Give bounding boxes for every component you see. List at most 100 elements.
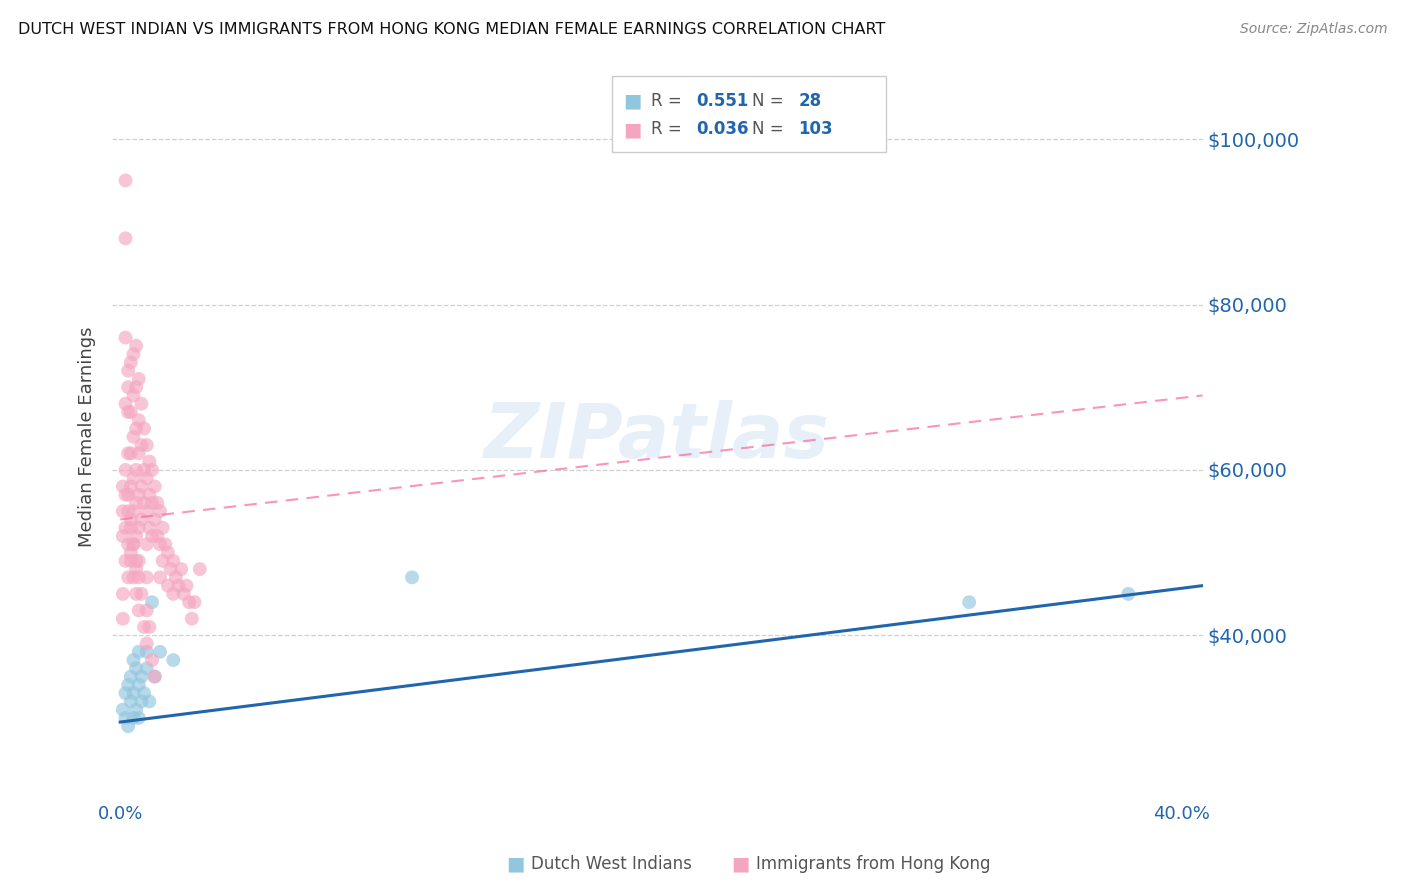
Point: [125, 554, 148, 568]
Point: [152, 521, 174, 535]
Point: [114, 173, 136, 187]
Point: [141, 529, 163, 543]
Text: Immigrants from Hong Kong: Immigrants from Hong Kong: [756, 855, 991, 872]
Point: [173, 587, 195, 601]
Point: [120, 405, 142, 419]
Text: ■: ■: [731, 855, 749, 873]
Point: [176, 579, 198, 593]
Text: 103: 103: [799, 120, 834, 138]
Point: [143, 670, 166, 684]
Point: [117, 446, 139, 460]
Point: [125, 339, 148, 353]
Point: [152, 554, 174, 568]
Point: [141, 496, 163, 510]
Point: [122, 570, 145, 584]
Text: ■: ■: [506, 855, 524, 873]
Point: [135, 636, 157, 650]
Point: [138, 694, 160, 708]
Point: [156, 579, 179, 593]
Point: [111, 529, 134, 543]
Point: [120, 479, 142, 493]
Point: [125, 496, 148, 510]
Point: [122, 388, 145, 402]
Point: [141, 653, 163, 667]
Text: N =: N =: [752, 120, 783, 138]
Point: [149, 537, 172, 551]
Point: [114, 686, 136, 700]
Point: [138, 521, 160, 535]
Point: [183, 595, 205, 609]
Point: [188, 562, 211, 576]
Point: [141, 595, 163, 609]
Point: [114, 711, 136, 725]
Point: [120, 545, 142, 559]
Point: [128, 446, 150, 460]
Point: [117, 719, 139, 733]
Point: [114, 397, 136, 411]
Point: [128, 570, 150, 584]
Point: [131, 670, 153, 684]
Point: [128, 413, 150, 427]
Text: 0.036: 0.036: [696, 120, 748, 138]
Point: [122, 711, 145, 725]
Point: [125, 421, 148, 435]
Point: [122, 537, 145, 551]
Point: [135, 645, 157, 659]
Text: N =: N =: [752, 92, 783, 110]
Point: [131, 587, 153, 601]
Point: [179, 595, 201, 609]
Point: [128, 521, 150, 535]
Point: [128, 488, 150, 502]
Point: [167, 579, 190, 593]
Point: [111, 587, 134, 601]
Point: [135, 661, 157, 675]
Point: [135, 504, 157, 518]
Point: [117, 570, 139, 584]
Point: [120, 355, 142, 369]
Point: [114, 488, 136, 502]
Point: [149, 570, 172, 584]
Point: [135, 438, 157, 452]
Point: [122, 347, 145, 361]
Point: [120, 554, 142, 568]
Point: [165, 570, 187, 584]
Point: [114, 330, 136, 344]
Point: [128, 645, 150, 659]
Point: [122, 653, 145, 667]
Text: DUTCH WEST INDIAN VS IMMIGRANTS FROM HONG KONG MEDIAN FEMALE EARNINGS CORRELATIO: DUTCH WEST INDIAN VS IMMIGRANTS FROM HON…: [18, 22, 886, 37]
Point: [132, 620, 155, 634]
Point: [131, 438, 153, 452]
Point: [162, 587, 184, 601]
Point: [117, 504, 139, 518]
Point: [117, 537, 139, 551]
Point: [120, 670, 142, 684]
Point: [162, 554, 184, 568]
Point: [132, 463, 155, 477]
Point: [128, 678, 150, 692]
Point: [125, 587, 148, 601]
Point: [125, 661, 148, 675]
Point: [120, 694, 142, 708]
Point: [162, 653, 184, 667]
Point: [125, 380, 148, 394]
Point: [122, 430, 145, 444]
Point: [122, 537, 145, 551]
Point: [120, 512, 142, 526]
Point: [117, 380, 139, 394]
Point: [114, 521, 136, 535]
Point: [128, 554, 150, 568]
Point: [138, 488, 160, 502]
Point: [401, 570, 423, 584]
Point: [131, 694, 153, 708]
Point: [131, 397, 153, 411]
Point: [122, 504, 145, 518]
Point: [131, 479, 153, 493]
Point: [138, 620, 160, 634]
Point: [111, 703, 134, 717]
Point: [111, 479, 134, 493]
Point: [122, 471, 145, 485]
Text: ■: ■: [623, 120, 641, 139]
Point: [135, 537, 157, 551]
Text: ■: ■: [623, 92, 641, 111]
Point: [128, 603, 150, 617]
